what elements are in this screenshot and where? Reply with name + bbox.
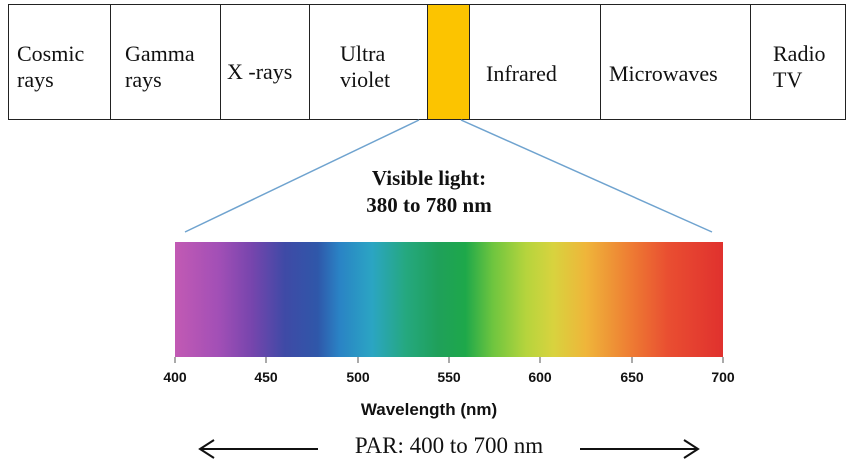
band-label: Ultra violet xyxy=(340,41,391,92)
zoom-line-right xyxy=(460,119,713,233)
tick-label-450: 450 xyxy=(254,369,278,385)
axis-title: Wavelength (nm) xyxy=(360,400,498,419)
par-label: PAR: 400 to 700 nm xyxy=(354,433,544,458)
visible-spectrum-bar xyxy=(175,242,723,357)
band-cosmic-rays: Cosmic rays xyxy=(9,5,111,119)
tick-label-400: 400 xyxy=(163,369,187,385)
band-label: Microwaves xyxy=(609,61,718,86)
par-arrow-right xyxy=(580,439,700,459)
em-spectrum-table: Cosmic rays Gamma rays X -rays Ultra vio… xyxy=(8,4,846,120)
band-label: Infrared xyxy=(486,61,557,86)
tick-label-650: 650 xyxy=(620,369,644,385)
band-ultra-violet: Ultra violet xyxy=(310,5,428,119)
tick-label-500: 500 xyxy=(346,369,370,385)
band-label: X -rays xyxy=(227,59,293,84)
band-label: Cosmic rays xyxy=(17,41,85,92)
par-arrow-left xyxy=(198,439,318,459)
tick-label-550: 550 xyxy=(437,369,461,385)
visible-light-title: Visible light: xyxy=(371,166,487,190)
axis-ticks xyxy=(174,357,724,363)
tick-label-600: 600 xyxy=(528,369,552,385)
band-microwaves: Microwaves xyxy=(601,5,751,119)
zoom-line-left xyxy=(184,119,420,233)
visible-light-range: 380 to 780 nm xyxy=(366,193,492,217)
band-gamma-rays: Gamma rays xyxy=(111,5,221,119)
band-visible-light xyxy=(428,5,470,119)
band-x-rays: X -rays xyxy=(221,5,310,119)
tick-label-700: 700 xyxy=(711,369,735,385)
band-radio-tv: Radio TV xyxy=(751,5,845,119)
band-infrared: Infrared xyxy=(470,5,601,119)
band-label: Gamma rays xyxy=(125,41,195,92)
band-label: Radio TV xyxy=(773,41,826,92)
